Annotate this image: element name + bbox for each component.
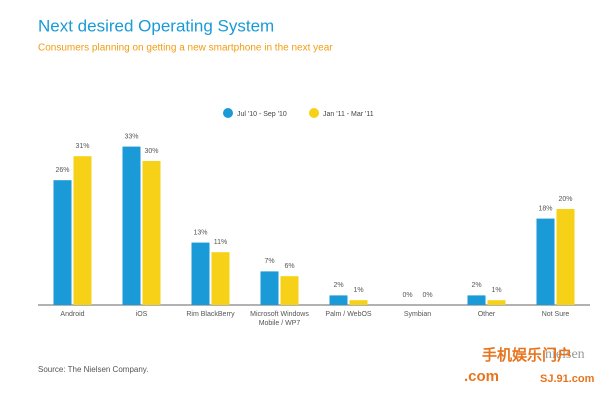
value-label: 18% [538,205,552,212]
chart-title: Next desired Operating System [38,16,274,35]
value-label: 7% [264,258,274,265]
bar [329,295,348,305]
bar [280,276,299,305]
watermark: .com [464,368,499,385]
legend-label: Jul '10 - Sep '10 [237,111,287,118]
watermark: SJ.91.com [540,373,595,385]
x-tick-label: Not Sure [541,311,570,318]
value-label: 30% [144,148,158,155]
bar [260,271,279,305]
bar [487,300,506,305]
value-label: 11% [214,239,228,246]
bar [467,295,486,305]
value-label: 0% [422,292,432,299]
value-label: 13% [193,229,207,236]
x-tick-label: Rim BlackBerry [186,311,235,318]
chart-subtitle: Consumers planning on getting a new smar… [38,43,333,54]
bar [122,146,141,305]
x-tick-label: iOS [135,311,148,318]
x-tick-label: Other [477,311,496,318]
value-label: 33% [124,133,138,140]
value-label: 6% [284,263,294,270]
x-tick-label: Microsoft Windows Mobile / WP7 [250,311,309,327]
value-label: 26% [55,167,69,174]
bar [349,300,368,305]
bar [556,209,575,305]
x-tick-label: Palm / WebOS [325,311,372,318]
bar [53,180,72,305]
legend-marker [223,108,233,118]
value-label: 20% [558,196,572,203]
value-label: 2% [471,282,481,289]
bar [536,218,555,305]
value-label: 1% [491,287,501,294]
bar [73,156,92,305]
value-label: 31% [75,143,89,150]
legend-marker [309,108,319,118]
legend-label: Jan '11 - Mar '11 [323,111,374,118]
x-tick-label: Symbian [403,311,432,318]
value-label: 2% [333,282,343,289]
value-label: 1% [353,287,363,294]
bar [142,161,161,305]
value-label: 0% [402,292,412,299]
logo: nielsen [545,347,585,362]
bar [191,242,210,305]
source: Source: The Nielsen Company. [38,365,148,374]
watermark: 手机娱乐门户 [482,346,572,364]
bar [211,252,230,305]
x-tick-label: Android [60,311,85,318]
